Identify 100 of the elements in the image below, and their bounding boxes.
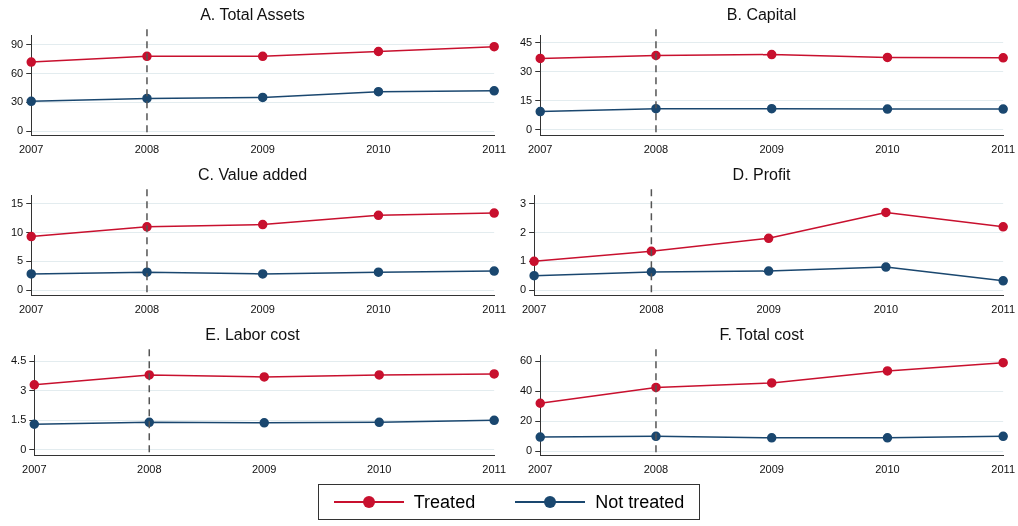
point	[766, 49, 777, 60]
y-tick-label: 0	[20, 442, 27, 455]
point	[489, 369, 499, 379]
point	[881, 207, 891, 218]
x-tick-label: 2008	[643, 143, 669, 156]
point	[998, 222, 1008, 232]
point	[535, 432, 545, 442]
x-tick-label: 2007	[22, 463, 47, 476]
y-tick-label: 10	[10, 225, 24, 238]
point	[257, 92, 268, 103]
point	[257, 51, 268, 62]
x-tick-label: 2008	[134, 303, 160, 316]
point	[259, 372, 269, 382]
x-tick-label: 2010	[873, 303, 899, 316]
x-tick-label: 2011	[482, 303, 506, 316]
point	[373, 46, 384, 57]
point	[535, 106, 545, 117]
point	[535, 53, 545, 64]
x-tick-label: 2010	[875, 463, 900, 476]
point	[646, 267, 657, 277]
point	[882, 433, 893, 443]
y-tick-label: 30	[10, 95, 24, 108]
point	[882, 104, 893, 114]
y-tick-label: 2	[519, 225, 527, 238]
point	[489, 266, 499, 276]
x-tick-label: 2007	[527, 143, 553, 156]
x-tick-label: 2010	[366, 463, 392, 476]
y-tick-label: 0	[17, 283, 24, 296]
y-tick-label: 15	[519, 94, 533, 107]
point	[998, 53, 1008, 63]
point	[882, 52, 893, 63]
point	[373, 210, 384, 221]
y-tick-label: 5	[17, 254, 24, 267]
point	[29, 419, 40, 429]
x-tick-label: 2009	[250, 303, 275, 316]
point	[259, 418, 269, 428]
y-tick-label: 15	[10, 196, 24, 209]
point	[766, 433, 777, 443]
chart-title: E. Labor cost	[205, 326, 301, 344]
point	[766, 103, 777, 114]
y-tick-label: 60	[10, 66, 24, 79]
point	[374, 417, 384, 428]
x-tick-label: 2011	[991, 303, 1015, 316]
point	[257, 269, 268, 279]
y-tick-label: 3	[20, 383, 27, 396]
y-tick-label: 1.5	[10, 413, 27, 426]
x-tick-label: 2011	[991, 463, 1015, 476]
y-tick-label: 60	[519, 354, 533, 367]
y-tick-label: 0	[526, 123, 533, 136]
x-tick-label: 2007	[527, 463, 553, 476]
x-tick-label: 2008	[137, 463, 162, 476]
point	[373, 267, 384, 277]
y-tick-label: 20	[519, 414, 533, 427]
point	[529, 256, 539, 267]
point	[882, 366, 893, 376]
legend-label: Not treated	[595, 491, 685, 513]
chart-title: C. Value added	[197, 166, 308, 184]
x-tick-label: 2008	[643, 463, 669, 476]
y-tick-label: 45	[519, 35, 533, 48]
point	[489, 208, 499, 218]
point	[29, 380, 40, 390]
x-tick-label: 2010	[366, 303, 391, 316]
point	[763, 266, 774, 276]
point	[998, 104, 1008, 114]
y-tick-label: 40	[519, 384, 533, 397]
x-tick-label: 2010	[875, 143, 900, 156]
point	[26, 57, 36, 67]
x-tick-label: 2009	[756, 303, 781, 316]
point	[766, 378, 777, 388]
x-tick-label: 2009	[759, 463, 784, 476]
x-tick-label: 2007	[521, 303, 547, 316]
y-tick-label: 1	[519, 254, 527, 267]
point	[998, 431, 1008, 442]
x-tick-label: 2007	[18, 143, 44, 156]
legend-label: Treated	[413, 491, 476, 513]
y-tick-label: 0	[17, 124, 24, 137]
point	[489, 41, 499, 52]
chart-title: B. Capital	[726, 6, 797, 24]
point	[489, 415, 499, 426]
y-tick-label: 4.5	[10, 354, 27, 367]
point	[257, 219, 268, 230]
y-tick-label: 0	[526, 444, 533, 457]
point	[26, 269, 36, 279]
x-tick-label: 2011	[482, 143, 506, 156]
x-tick-label: 2010	[366, 143, 391, 156]
y-tick-label: 0	[519, 283, 527, 296]
point	[998, 357, 1008, 368]
point	[535, 398, 545, 408]
x-tick-label: 2009	[251, 463, 277, 476]
point	[373, 86, 384, 97]
chart-title: D. Profit	[732, 166, 791, 184]
y-tick-label: 30	[519, 64, 533, 77]
x-tick-label: 2008	[639, 303, 664, 316]
point	[26, 231, 36, 242]
point	[998, 276, 1008, 286]
x-tick-label: 2009	[759, 143, 784, 156]
chart-title: A. Total Assets	[200, 6, 305, 24]
point	[763, 233, 774, 244]
x-tick-label: 2009	[250, 143, 275, 156]
chart-title: F. Total cost	[719, 326, 805, 344]
